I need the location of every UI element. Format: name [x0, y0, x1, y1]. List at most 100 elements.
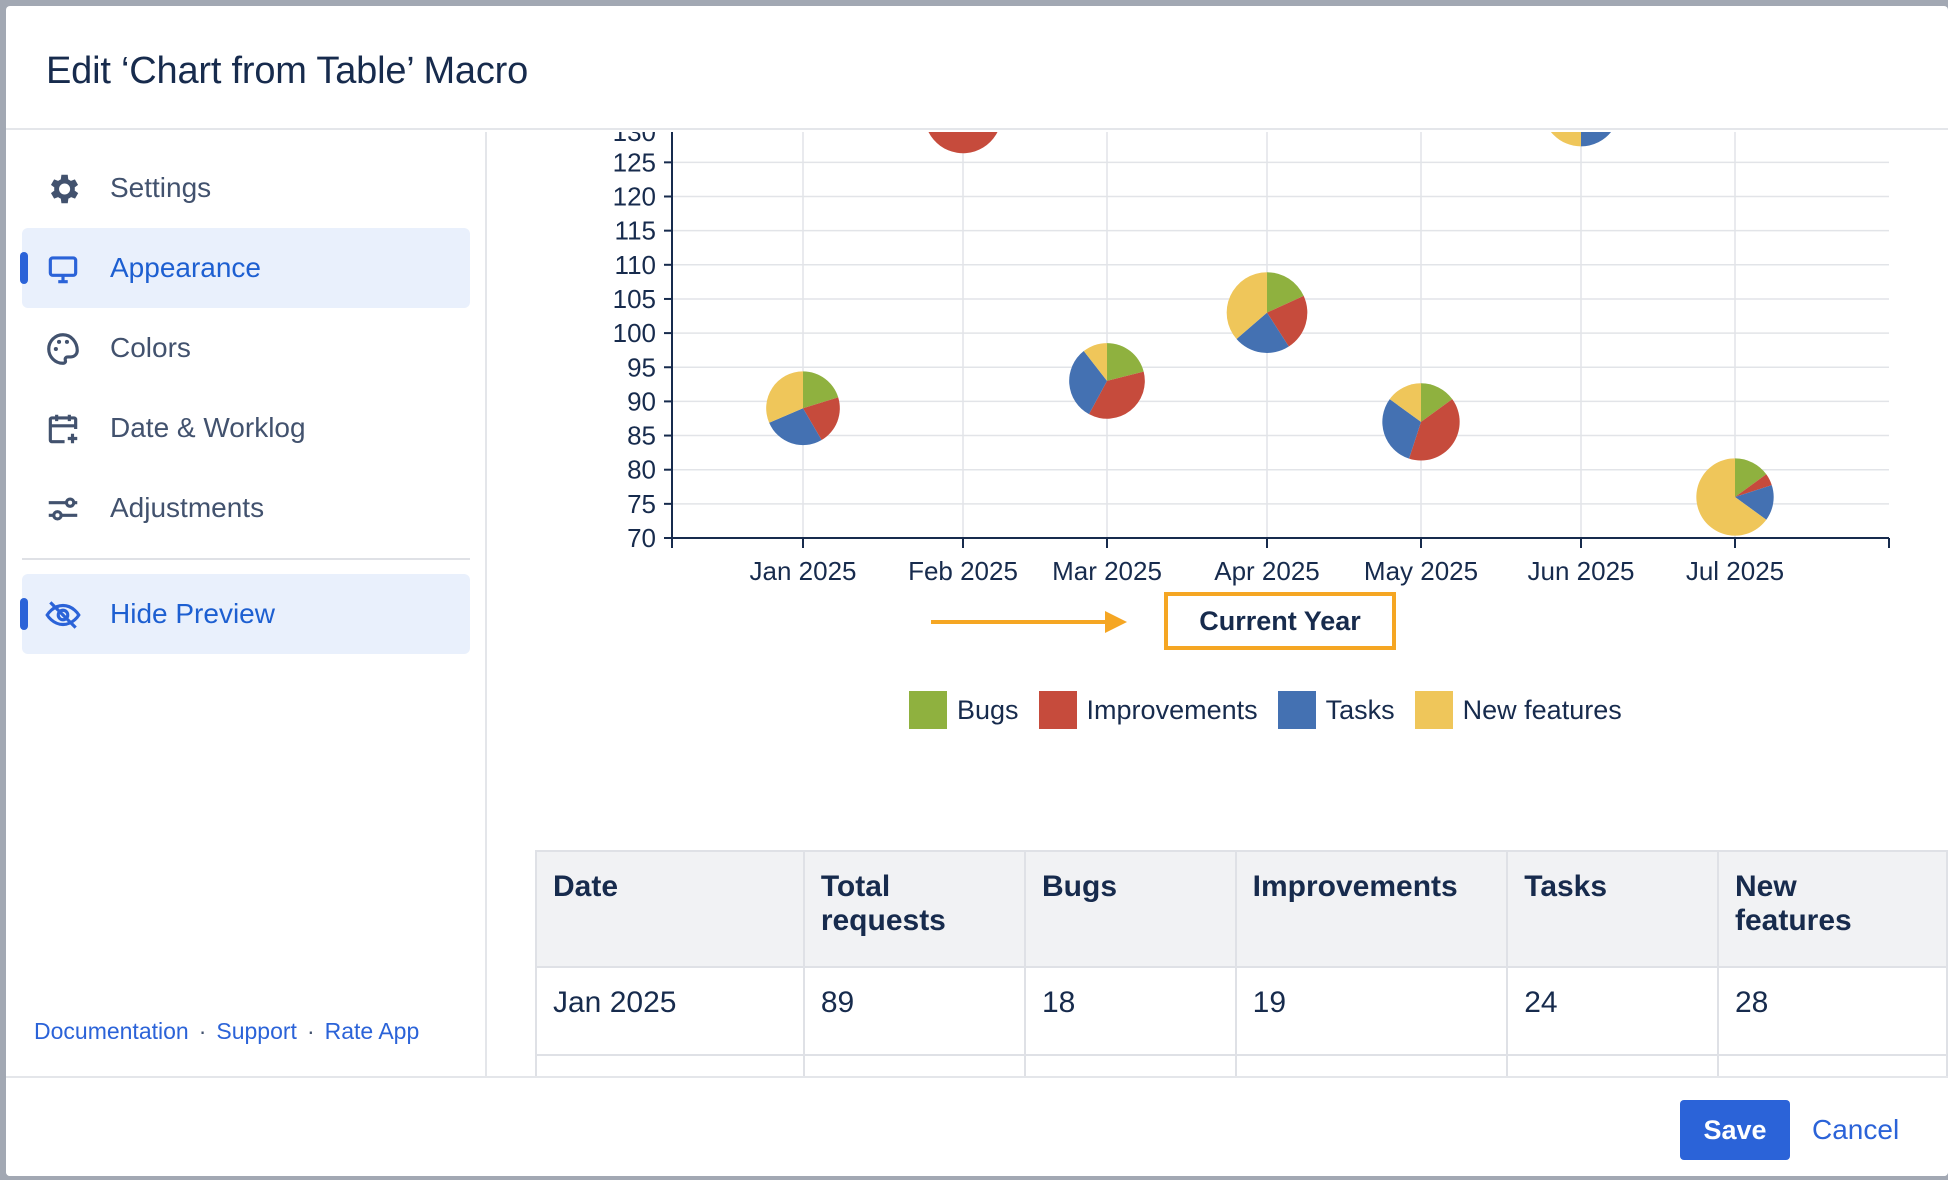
table-cell: 28 [1716, 966, 1948, 1056]
pie-slice[interactable] [1409, 399, 1460, 461]
x-tick-label: Jul 2025 [1686, 556, 1784, 586]
macro-edit-dialog: Edit ‘Chart from Table’ Macro Settings A… [6, 6, 1948, 1176]
table-cell [1506, 1054, 1719, 1076]
calendar-plus-icon [48, 414, 78, 444]
x-tick-label: Apr 2025 [1214, 556, 1320, 586]
pie-slice[interactable] [1735, 485, 1774, 520]
save-button[interactable]: Save [1680, 1100, 1790, 1160]
legend-item: New features [1414, 691, 1622, 729]
sidebar-item-label: Colors [110, 332, 191, 363]
table-cell: Jan 2025 [535, 966, 805, 1056]
y-tick-label: 85 [627, 421, 656, 451]
column-header: Date [535, 850, 805, 968]
sidebar-item-label: Date & Worklog [110, 412, 306, 443]
annotation-arrow [931, 611, 1127, 633]
legend-item: Bugs [909, 691, 1019, 729]
table-cell [1716, 1054, 1948, 1076]
legend-item: Improvements [1038, 691, 1258, 729]
chart-legend: Bugs Improvements Tasks New features [909, 690, 1642, 730]
y-tick-label: 120 [613, 182, 656, 212]
table-cell: 24 [1506, 966, 1719, 1056]
table-cell [1234, 1054, 1509, 1076]
table-cell [802, 1054, 1027, 1076]
pie-slice[interactable] [1696, 458, 1767, 536]
pie-slice[interactable] [1735, 474, 1772, 498]
table-cell: 89 [802, 966, 1027, 1056]
chart-preview: 70 75 80 85 90 95 100 105 110 115 120 125 130 Jan 202… [489, 132, 1948, 1076]
sidebar-item-label: Settings [110, 172, 212, 203]
column-header: Improvements [1234, 850, 1509, 968]
sidebar: Settings Appearance Colors Date & Worklo… [6, 132, 487, 1076]
pie-slice[interactable] [924, 132, 1001, 154]
y-tick-label: 125 [613, 147, 656, 177]
column-header: Bugs [1024, 850, 1237, 968]
y-tick-label: 130 [613, 132, 656, 147]
column-header: New features [1716, 850, 1948, 968]
y-tick-label: 95 [627, 352, 656, 382]
pie-slice[interactable] [1581, 132, 1612, 147]
y-tick-label: 115 [615, 216, 656, 246]
table-cell: 18 [1024, 966, 1237, 1056]
dialog-footer: Save Cancel [6, 1076, 1948, 1176]
sidebar-item-settings[interactable]: Settings [22, 148, 470, 228]
legend-label: Bugs [957, 694, 1019, 725]
pie-slice[interactable] [1267, 295, 1308, 347]
pie-slice[interactable] [1069, 351, 1107, 415]
documentation-link[interactable]: Documentation [34, 1018, 189, 1044]
rate-app-link[interactable]: Rate App [324, 1018, 420, 1044]
hide-preview-button[interactable]: Hide Preview [20, 574, 470, 654]
pie-slice[interactable] [1542, 132, 1581, 147]
column-header: Total requests [802, 850, 1027, 968]
table-cell [535, 1054, 805, 1076]
legend-swatch [1277, 691, 1316, 729]
pie-slice[interactable] [1267, 272, 1304, 313]
legend-label: Tasks [1325, 694, 1395, 725]
x-tick-label: Jan 2025 [750, 556, 857, 586]
y-tick-label: 90 [627, 386, 656, 416]
legend-label: Improvements [1086, 694, 1258, 725]
table-cell [1024, 1054, 1237, 1076]
sidebar-item-colors[interactable]: Colors [22, 308, 470, 388]
sidebar-item-adjustments[interactable]: Adjustments [22, 468, 470, 548]
pie-slice[interactable] [766, 371, 803, 423]
y-tick-label: 105 [613, 284, 656, 314]
pie-slice[interactable] [1083, 343, 1107, 381]
sidebar-divider [22, 558, 470, 560]
legend-swatch [1038, 691, 1077, 729]
pie-slice[interactable] [1382, 399, 1421, 459]
legend-swatch [909, 691, 947, 729]
x-tick-label: Feb 2025 [908, 556, 1018, 586]
sidebar-item-date-worklog[interactable]: Date & Worklog [22, 388, 470, 468]
current-year-annotation: Current Year [1164, 592, 1396, 650]
gear-icon [50, 174, 79, 204]
monitor-icon [48, 256, 78, 284]
x-tick-label: May 2025 [1364, 556, 1478, 586]
y-tick-label: 80 [627, 455, 656, 485]
dialog-title: Edit ‘Chart from Table’ Macro [46, 50, 529, 92]
support-link[interactable]: Support [216, 1018, 297, 1044]
cancel-button[interactable]: Cancel [1812, 1114, 1900, 1145]
eye-off-icon [45, 601, 81, 629]
sidebar-item-label: Adjustments [110, 492, 265, 523]
pie-slice[interactable] [1107, 343, 1144, 381]
sidebar-footer-links: Documentation · Support · Rate App [34, 1018, 420, 1044]
table-header-row: Date Total requests Bugs Improvements Tas… [535, 850, 1948, 968]
table-cell: 19 [1234, 966, 1509, 1056]
table-row: Jan 2025 89 18 19 24 28 [535, 966, 1948, 1056]
pie-slice[interactable] [1421, 383, 1453, 422]
y-tick-label: 70 [627, 523, 656, 553]
pie-slice[interactable] [1226, 272, 1267, 340]
pie-slice[interactable] [1389, 383, 1421, 422]
pie-slice[interactable] [769, 408, 822, 446]
hide-preview-label: Hide Preview [110, 598, 275, 629]
pie-slice[interactable] [1088, 371, 1145, 419]
legend-swatch [1414, 691, 1453, 729]
pie-slice[interactable] [1236, 312, 1289, 353]
sidebar-item-appearance[interactable]: Appearance [20, 228, 470, 308]
pie-slice[interactable] [1735, 458, 1767, 498]
pie-slice[interactable] [803, 397, 840, 441]
data-table: Date Total requests Bugs Improvements Tas… [535, 850, 1948, 1076]
pie-slice[interactable] [803, 371, 839, 409]
table-row [535, 1054, 1948, 1076]
